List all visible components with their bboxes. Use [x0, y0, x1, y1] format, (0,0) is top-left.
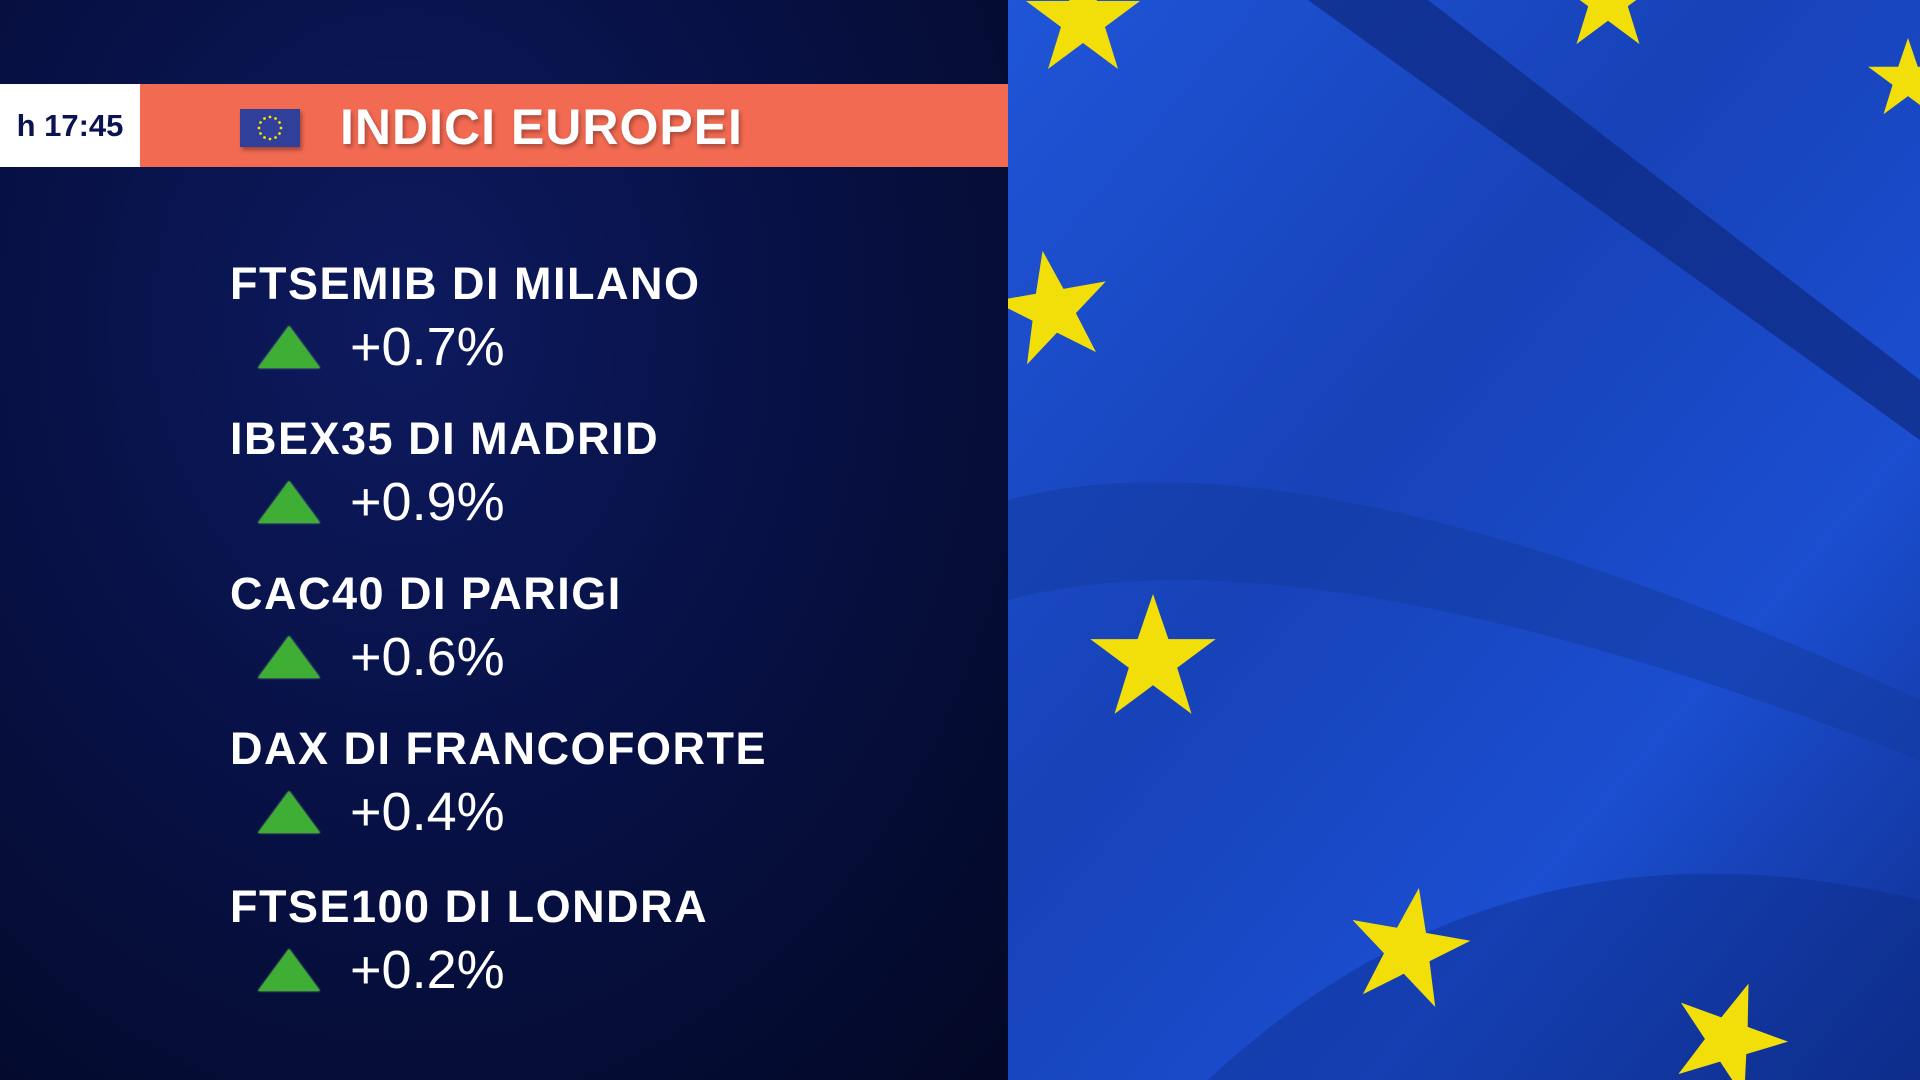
index-item: DAX DI FRANCOFORTE +0.4%	[230, 723, 767, 843]
time-label: h 17:45	[0, 84, 140, 167]
index-name: IBEX35 DI MADRID	[230, 413, 660, 464]
index-item: FTSE100 DI LONDRA +0.2%	[230, 881, 708, 1001]
index-change: +0.6%	[350, 627, 505, 687]
index-item: IBEX35 DI MADRID +0.9%	[230, 413, 659, 533]
index-change: +0.9%	[350, 472, 505, 532]
eu-flag-icon	[240, 109, 300, 147]
index-name: FTSE100 DI LONDRA	[230, 881, 709, 932]
title-bar: INDICI EUROPEI	[140, 84, 1008, 167]
index-name: DAX DI FRANCOFORTE	[230, 723, 767, 774]
index-name: FTSEMIB DI MILANO	[230, 258, 701, 309]
index-item: CAC40 DI PARIGI +0.6%	[230, 568, 622, 688]
index-name: CAC40 DI PARIGI	[230, 568, 622, 619]
index-change: +0.7%	[350, 317, 505, 377]
up-arrow-icon	[258, 636, 320, 678]
index-change: +0.2%	[350, 940, 505, 1000]
up-arrow-icon	[258, 326, 320, 368]
up-arrow-icon	[258, 481, 320, 523]
index-item: FTSEMIB DI MILANO +0.7%	[230, 258, 700, 378]
index-change: +0.4%	[350, 782, 505, 842]
page-title: INDICI EUROPEI	[340, 99, 743, 155]
up-arrow-icon	[258, 949, 320, 991]
eu-flag-image	[1008, 0, 1920, 1080]
background-panel	[0, 0, 1008, 1080]
up-arrow-icon	[258, 791, 320, 833]
